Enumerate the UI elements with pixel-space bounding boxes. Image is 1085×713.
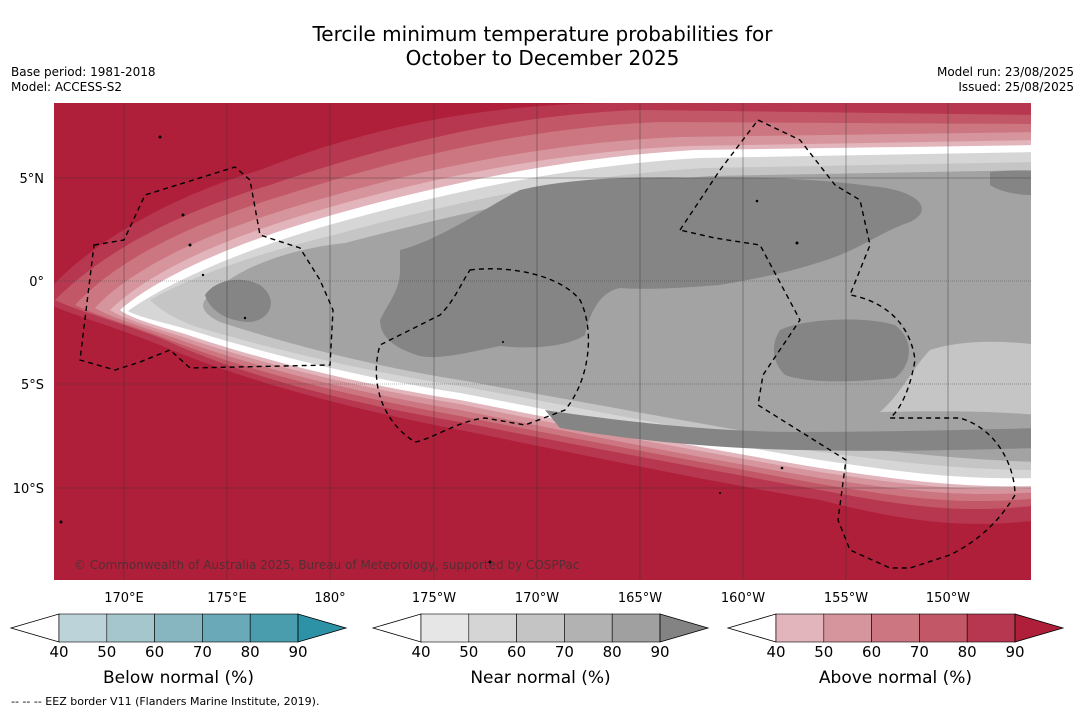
lon-label-155w: 155°W (824, 591, 868, 606)
above-normal-colorbar-tick: 80 (957, 643, 977, 661)
lon-label-170w: 170°W (515, 591, 559, 606)
lon-label-175w: 175°W (412, 591, 456, 606)
above-normal-colorbar-max-extend (1014, 613, 1065, 643)
near-normal-70-region-east (773, 319, 909, 382)
lat-label-5n: 5°N (20, 172, 45, 187)
near-normal-70-band-south (545, 410, 1031, 451)
near-normal-colorbar-tick: 40 (411, 643, 431, 661)
below-normal-colorbar-segment (58, 613, 108, 643)
title-line-1: Tercile minimum temperature probabilitie… (312, 22, 773, 46)
lat-label-5s: 5°S (21, 378, 44, 393)
issued-date: Issued: 25/08/2025 (958, 80, 1074, 94)
below-normal-colorbar-tick: 60 (145, 643, 165, 661)
lon-label-170e: 170°E (104, 591, 144, 606)
lon-label-180: 180° (314, 591, 345, 606)
lat-label-0: 0° (29, 275, 44, 290)
above-normal-colorbar-min-extend (726, 613, 777, 643)
near-normal-colorbar-tick: 60 (507, 643, 527, 661)
below-normal-colorbar-segment (106, 613, 155, 643)
near-normal-colorbar-tick: 80 (602, 643, 622, 661)
below-normal-colorbar-min-extend (9, 613, 60, 643)
probability-field: © Commonwealth of Australia 2025, Bureau… (54, 103, 1031, 580)
below-normal-colorbar-tick: 40 (49, 643, 69, 661)
base-period: Base period: 1981-2018 (11, 65, 156, 79)
above-normal-colorbar-tick: 90 (1005, 643, 1025, 661)
near-normal-colorbar-segment (516, 613, 565, 643)
near-normal-colorbar-segment (564, 613, 613, 643)
lon-label-165w: 165°W (618, 591, 662, 606)
above-normal-colorbar-tick: 50 (814, 643, 834, 661)
above-normal-colorbar-segment (823, 613, 872, 643)
below-normal-colorbar-segment (154, 613, 203, 643)
model-name: Model: ACCESS-S2 (11, 80, 123, 94)
above-normal-colorbar-tick: 70 (909, 643, 929, 661)
meta-right: Model run: 23/08/2025 Issued: 25/08/2025 (937, 65, 1074, 95)
meta-left: Base period: 1981-2018 Model: ACCESS-S2 (11, 65, 156, 95)
near-normal-colorbar-tick: 90 (650, 643, 670, 661)
lon-label-150w: 150°W (926, 591, 970, 606)
model-run: Model run: 23/08/2025 (936, 65, 1074, 79)
above-normal-colorbar-tick: 40 (766, 643, 786, 661)
colorbars (9, 613, 1065, 643)
lon-label-175e: 175°E (207, 591, 247, 606)
near-normal-50-patch-east (880, 341, 1031, 415)
below-normal-colorbar-tick: 50 (97, 643, 117, 661)
below-normal-colorbar-tick: 80 (240, 643, 260, 661)
near-normal-colorbar-tick: 50 (459, 643, 479, 661)
near-normal-colorbar-segment (611, 613, 661, 643)
near-normal-colorbar-segment (420, 613, 470, 643)
near-normal-70-region-west (205, 279, 271, 322)
near-normal-colorbar-label: Near normal (%) (470, 668, 611, 688)
below-normal-colorbar-segment (249, 613, 299, 643)
near-normal-colorbar-segment (468, 613, 517, 643)
above-normal-colorbar-tick: 60 (862, 643, 882, 661)
above-normal-colorbar-segment (775, 613, 825, 643)
below-normal-colorbar-tick: 90 (288, 643, 308, 661)
eez-borders (79, 119, 1016, 569)
below-normal-colorbar-tick: 70 (192, 643, 212, 661)
eez-footnote: -- -- -- EEZ border V11 (Flanders Marine… (11, 695, 320, 708)
title-line-2: October to December 2025 (405, 46, 680, 70)
copyright-notice: © Commonwealth of Australia 2025, Bureau… (74, 558, 579, 572)
near-normal-70-region-central (380, 177, 922, 358)
below-normal-colorbar-segment (202, 613, 251, 643)
above-normal-colorbar-label: Above normal (%) (818, 668, 973, 688)
near-normal-colorbar-max-extend (659, 613, 710, 643)
below-normal-colorbar-max-extend (297, 613, 348, 643)
above-normal-colorbar-segment (966, 613, 1016, 643)
lat-label-10s: 10°S (13, 482, 44, 497)
near-normal-70-region-far-east (990, 170, 1031, 196)
lon-label-160w: 160°W (721, 591, 765, 606)
map-title: Tercile minimum temperature probabilitie… (0, 22, 1085, 70)
above-normal-colorbar-segment (871, 613, 920, 643)
near-normal-colorbar-tick: 70 (554, 643, 574, 661)
above-normal-colorbar-segment (919, 613, 968, 643)
near-normal-colorbar-min-extend (371, 613, 422, 643)
below-normal-colorbar-label: Below normal (%) (103, 668, 254, 688)
graticule (54, 103, 1031, 580)
islands (59, 135, 799, 564)
